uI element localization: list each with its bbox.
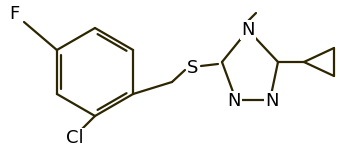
Text: N: N: [241, 21, 255, 39]
Text: Cl: Cl: [66, 129, 84, 144]
Text: N: N: [265, 92, 279, 110]
Text: N: N: [227, 92, 241, 110]
Text: S: S: [187, 59, 199, 77]
Text: F: F: [9, 5, 19, 23]
